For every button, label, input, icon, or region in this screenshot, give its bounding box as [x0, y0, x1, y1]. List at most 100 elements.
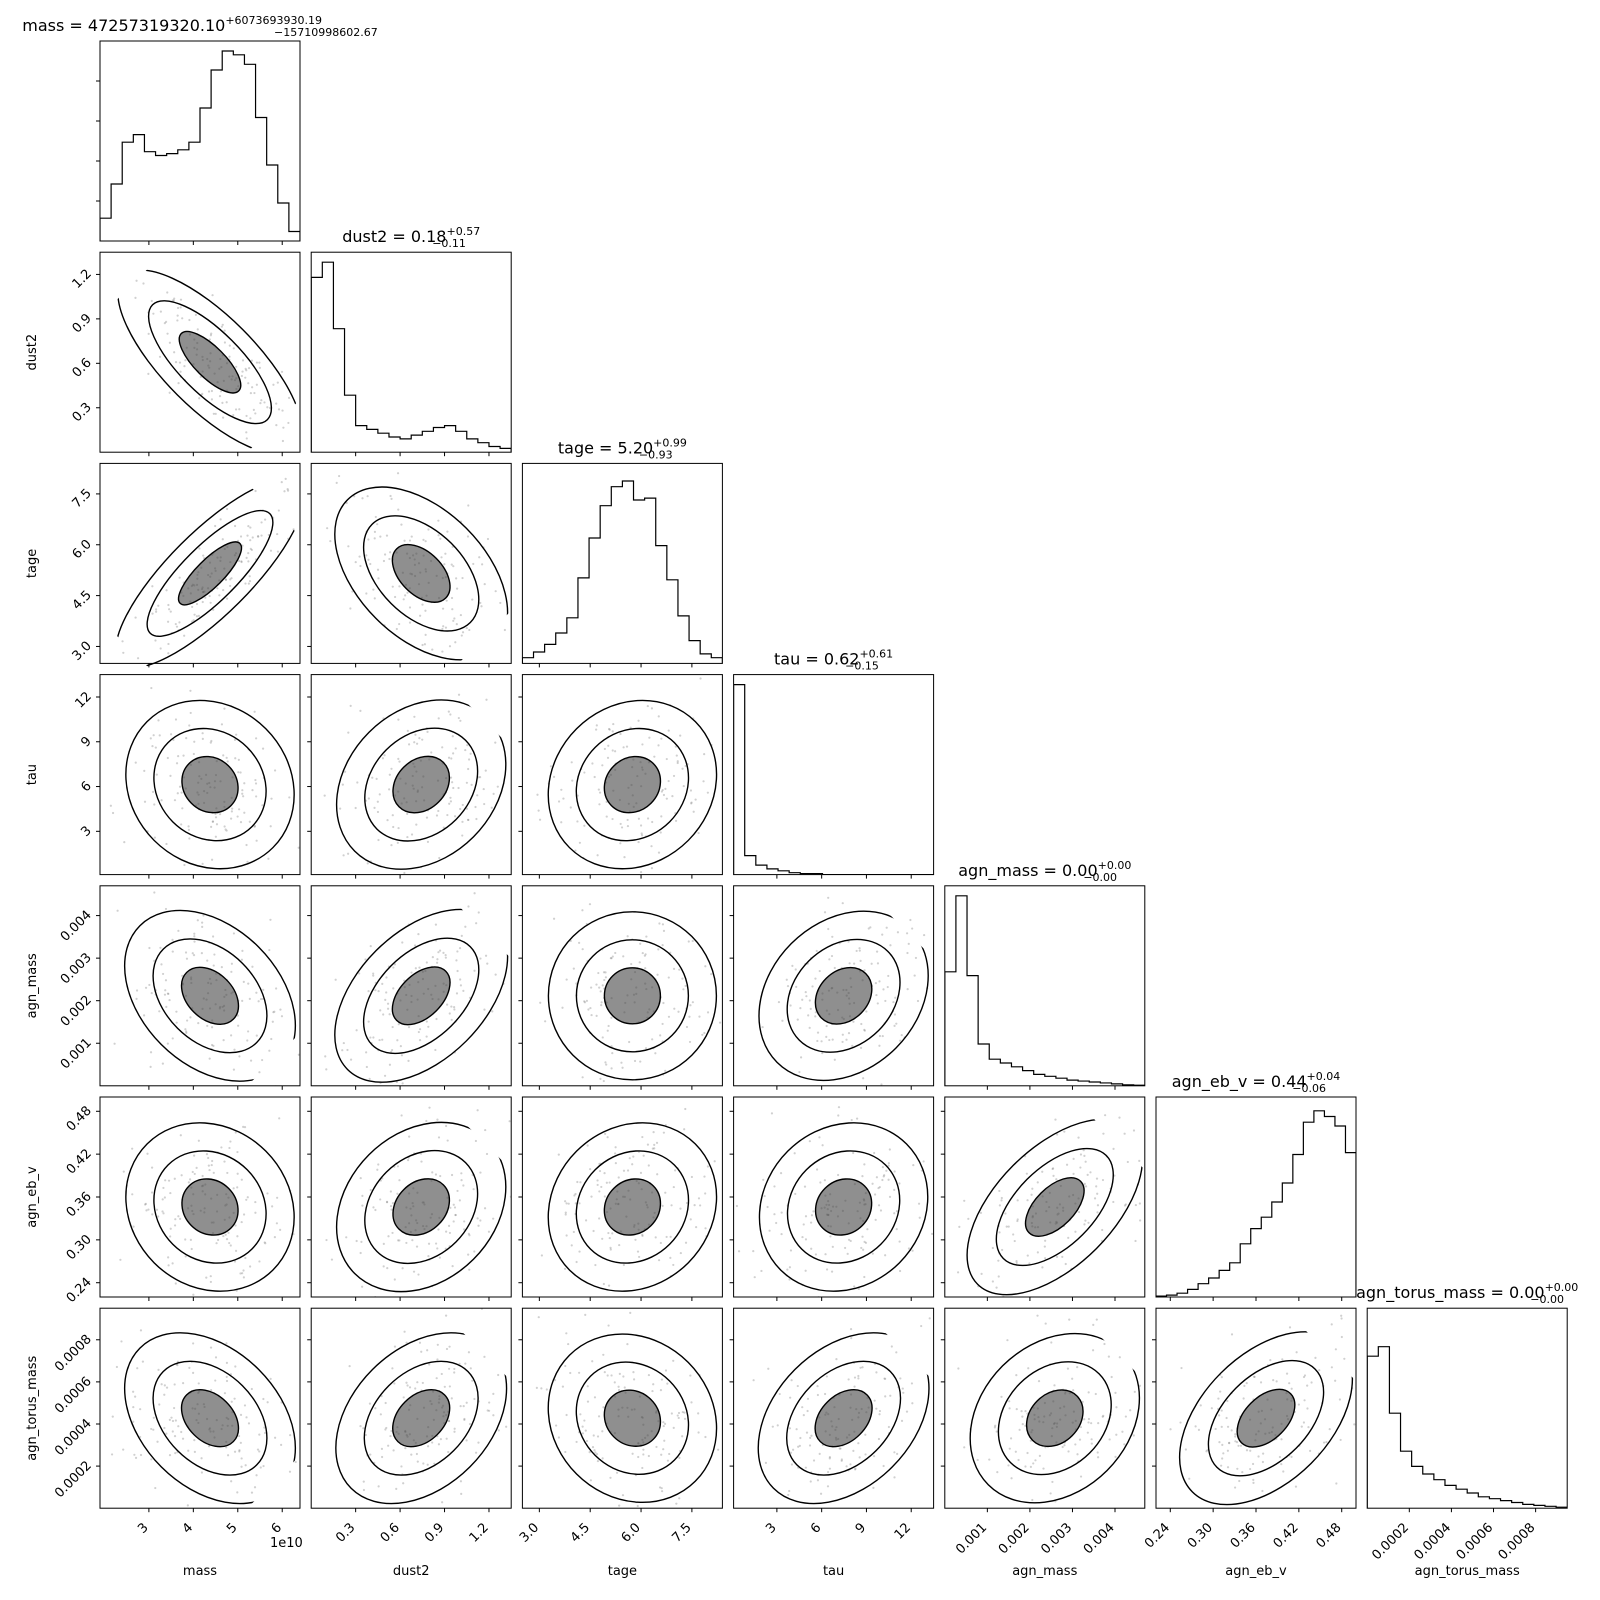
- x-tick-label-tau: 12: [892, 1520, 914, 1542]
- histogram-tau: [733, 684, 934, 875]
- y-tick-label-agn_torus_mass: 0.0006: [52, 1374, 95, 1417]
- panel-frame: [1366, 1307, 1568, 1509]
- x-tick-label-dust2: 0.9: [422, 1520, 447, 1545]
- panel-frame: [944, 885, 1146, 1087]
- panel-mass-mass: mass = 47257319320.10+6073693930.19 −1571…: [22, 14, 378, 245]
- panel-frame: [99, 1307, 301, 1509]
- contour-level-2: [152, 938, 268, 1054]
- x-tick-label-mass: 3: [135, 1520, 151, 1536]
- panel-tau-tau: tau = 0.62+0.61 −0.15: [733, 648, 935, 879]
- panel-frame: [99, 674, 301, 876]
- x-tick-label-tau: 3: [763, 1520, 779, 1536]
- panel-tage-dust2: [307, 462, 512, 668]
- x-tick-label-agn_eb_v: 0.48: [1313, 1520, 1344, 1551]
- panel-frame: [310, 251, 512, 453]
- panel-agn_mass-agn_mass: agn_mass = 0.00+0.00 −0.00: [944, 859, 1146, 1090]
- panel-frame: [99, 462, 301, 664]
- panel-title-tage: tage = 5.20+0.99 −0.93: [558, 436, 687, 461]
- x-tick-label-agn_mass: 0.002: [996, 1520, 1033, 1557]
- histogram-mass: [100, 50, 300, 241]
- y-tick-label-agn_mass: 0.001: [58, 1035, 95, 1072]
- y-axis-label-agn_eb_v: agn_eb_v: [25, 1166, 40, 1228]
- contour-level-3: [181, 755, 239, 814]
- y-axis-label-agn_mass: agn_mass: [25, 953, 40, 1018]
- panel-frame: [733, 885, 935, 1087]
- contour-level-2: [575, 727, 690, 842]
- panel-agn_mass-tau: [729, 885, 935, 1090]
- y-tick-label-agn_torus_mass: 0.0008: [52, 1332, 95, 1375]
- histogram-tage: [522, 480, 723, 664]
- panel-title-agn_torus_mass: agn_torus_mass = 0.00+0.00 −0.00: [1356, 1281, 1578, 1306]
- scatter-points: [535, 1311, 720, 1508]
- contour-level-2: [575, 1361, 690, 1476]
- x-tick-label-tage: 4.5: [568, 1520, 593, 1545]
- panel-frame: [944, 1307, 1146, 1509]
- y-tick-label-tage: 7.5: [70, 486, 95, 511]
- contour-level-3: [177, 541, 243, 606]
- contour-level-3: [603, 755, 662, 814]
- contour-level-3: [814, 1178, 873, 1236]
- contour-level-3: [181, 1178, 239, 1236]
- y-tick-label-agn_eb_v: 0.48: [64, 1104, 95, 1135]
- panel-title-dust2: dust2 = 0.18+0.57 −0.11: [342, 225, 480, 250]
- contour-level-3: [391, 966, 451, 1026]
- panel-tau-dust2: [307, 674, 512, 879]
- y-tick-label-agn_torus_mass: 0.0002: [52, 1458, 95, 1501]
- panel-agn_torus_mass-agn_torus_mass: agn_torus_mass = 0.00+0.00 −0.00 0.0002 0.0…: [1356, 1281, 1578, 1563]
- panel-tau-mass: 3 6 9 12: [73, 674, 301, 879]
- contour-level-3: [391, 543, 451, 603]
- panel-tage-tage: tage = 5.20+0.99 −0.93: [521, 436, 723, 668]
- panel-dust2-dust2: dust2 = 0.18+0.57 −0.11: [310, 225, 512, 457]
- histogram-agn_torus_mass: [1367, 1346, 1568, 1509]
- panel-title-agn_mass: agn_mass = 0.00+0.00 −0.00: [958, 859, 1131, 884]
- contour-level-2: [364, 1149, 479, 1265]
- x-axis-label-agn_torus_mass: agn_torus_mass: [1415, 1564, 1520, 1579]
- y-tick-label-agn_eb_v: 0.36: [64, 1189, 95, 1220]
- panel-agn_torus_mass-dust2: 0.3 0.6 0.9 1.2: [307, 1307, 512, 1546]
- panel-frame: [99, 885, 301, 1087]
- panel-frame: [310, 462, 512, 664]
- contour-level-3: [180, 1389, 240, 1448]
- contour-level-1: [547, 911, 718, 1081]
- panel-frame: [310, 674, 512, 876]
- y-axis-label-tau: tau: [25, 764, 40, 785]
- y-tick-label-tage: 6.0: [70, 537, 95, 562]
- contour-level-2: [1207, 1359, 1325, 1477]
- panel-frame: [521, 462, 723, 664]
- y-tick-label-agn_mass: 0.002: [58, 993, 95, 1030]
- y-tick-label-agn_mass: 0.004: [58, 908, 95, 945]
- contour-level-3: [180, 966, 240, 1025]
- panel-agn_eb_v-mass: 0.24 0.30 0.36 0.42 0.48: [64, 1096, 301, 1306]
- contour-level-2: [997, 1361, 1112, 1476]
- contour-level-2: [152, 1360, 268, 1476]
- panel-frame: [310, 1307, 512, 1509]
- panel-agn_mass-dust2: [307, 885, 512, 1090]
- y-tick-label-dust2: 0.3: [70, 400, 95, 425]
- x-tick-label-agn_eb_v: 0.36: [1228, 1520, 1259, 1551]
- y-axis-label-dust2: dust2: [25, 334, 40, 371]
- x-tick-label-tau: 9: [853, 1520, 869, 1536]
- contour-level-3: [603, 1389, 662, 1447]
- x-tick-label-agn_torus_mass: 0.0002: [1369, 1520, 1412, 1563]
- x-axis-label-agn_mass: agn_mass: [1012, 1564, 1077, 1579]
- y-tick-label-agn_eb_v: 0.42: [64, 1146, 95, 1177]
- x-axis-label-tau: tau: [823, 1564, 844, 1579]
- y-tick-label-agn_torus_mass: 0.0004: [52, 1416, 95, 1459]
- contour-level-3: [392, 755, 451, 814]
- x-tick-label-tage: 3.0: [517, 1520, 542, 1545]
- panel-frame: [521, 674, 723, 876]
- panel-dust2-mass: 0.3 0.6 0.9 1.2: [70, 251, 303, 457]
- panel-tau-tage: [518, 674, 723, 879]
- panel-agn_torus_mass-tage: 3.0 4.5 6.0 7.5: [517, 1307, 723, 1546]
- contour-level-1: [758, 1122, 929, 1292]
- contour-level-3: [1024, 1177, 1085, 1237]
- x-tick-label-agn_torus_mass: 0.0008: [1496, 1520, 1539, 1563]
- y-tick-label-tau: 3: [78, 824, 94, 840]
- contour-level-1: [547, 1333, 718, 1504]
- panel-title-mass: mass = 47257319320.10+6073693930.19 −1571…: [22, 14, 377, 39]
- y-tick-label-dust2: 0.6: [70, 356, 95, 381]
- x-tick-label-agn_eb_v: 0.30: [1185, 1520, 1216, 1551]
- y-tick-label-dust2: 1.2: [70, 267, 95, 292]
- contour-level-3: [178, 330, 242, 394]
